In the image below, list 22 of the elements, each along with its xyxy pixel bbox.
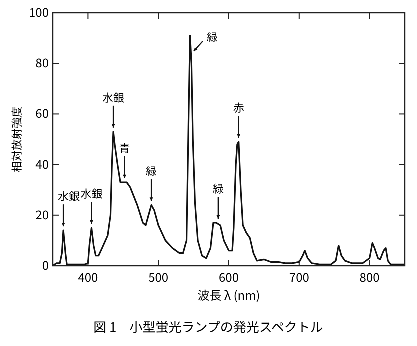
x-axis-title: 波長 λ (nm) (198, 287, 260, 304)
annotation: 緑 (206, 29, 218, 46)
x-tick-label: 500 (148, 269, 169, 286)
text: 図 1 小型蛍光ランプの発光スペクトル (94, 317, 324, 336)
y-tick-label: 80 (36, 54, 50, 72)
annotation: 赤 (233, 100, 244, 116)
annotation: 水銀 (80, 186, 103, 202)
y-tick-label: 40 (36, 156, 50, 173)
annotation: 水銀 (102, 90, 125, 106)
y-tick-label: 60 (36, 105, 50, 122)
y-tick-label: 100 (29, 4, 50, 21)
annotation: 青 (119, 140, 130, 157)
y-axis-title: 相対放射強度 (9, 106, 25, 172)
x-tick-label: 400 (78, 269, 99, 286)
y-tick-label: 20 (36, 206, 50, 224)
y-tick-label: 0 (42, 257, 50, 274)
x-tick-label: 700 (289, 269, 310, 286)
annotation: 緑 (212, 180, 224, 197)
annotation: 水銀 (58, 188, 80, 205)
x-tick-label: 800 (360, 269, 380, 286)
x-tick-label: 600 (219, 269, 240, 286)
annotation: 緑 (146, 163, 158, 180)
